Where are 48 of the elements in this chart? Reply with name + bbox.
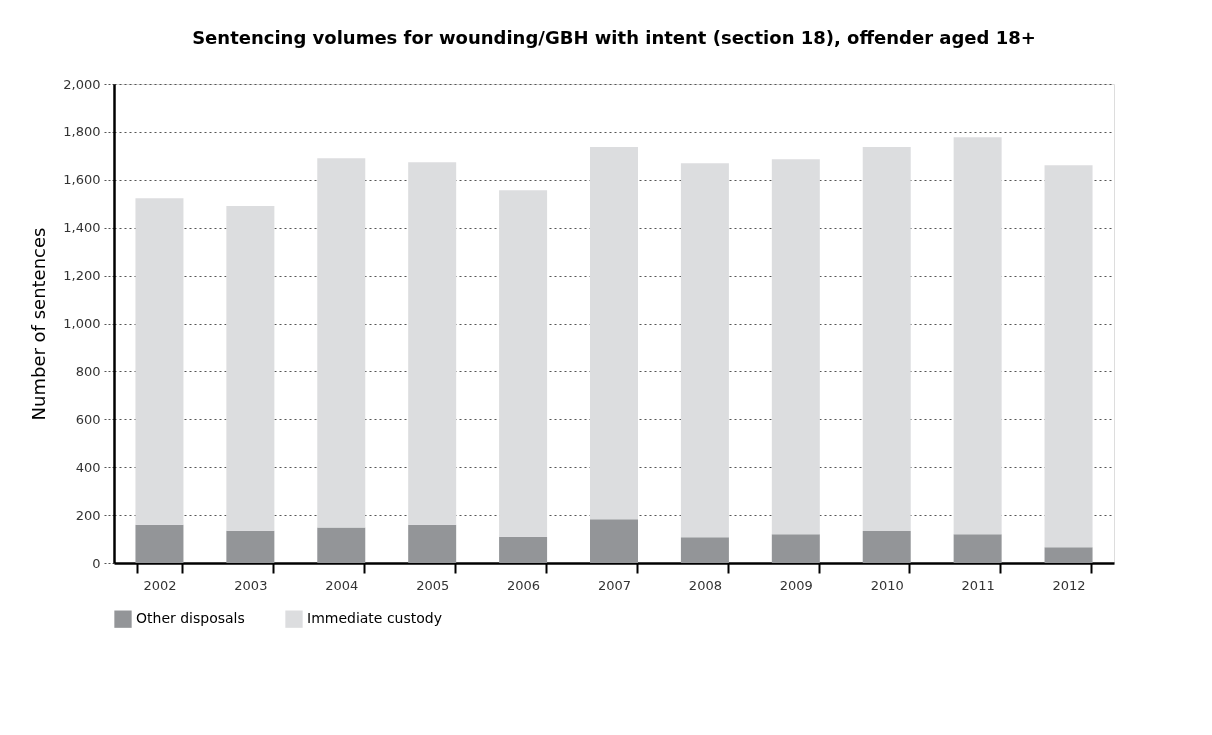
y-tick-label: 1,600: [63, 172, 101, 188]
legend-label: Other disposals: [136, 610, 245, 627]
y-tick-label: 600: [75, 411, 101, 427]
x-tick-label: 2012: [1052, 577, 1086, 593]
y-tick-label: 0: [92, 555, 101, 571]
bar: [408, 162, 457, 525]
x-tick-label: 2002: [143, 577, 177, 593]
y-tick-label: 1,800: [63, 124, 101, 140]
bar: [1044, 547, 1093, 563]
x-tick-label: 2007: [597, 577, 632, 593]
x-tick-label: 2003: [234, 577, 268, 593]
bar: [317, 158, 366, 528]
bar: [1044, 165, 1093, 548]
bar: [680, 537, 729, 563]
x-tick-label: 2010: [870, 577, 904, 593]
legend-label: Immediate custody: [307, 610, 443, 627]
x-tick-label: 2006: [507, 577, 541, 593]
bar: [590, 146, 638, 520]
bar: [862, 530, 911, 563]
x-tick-label: 2004: [325, 577, 359, 593]
bar: [226, 530, 275, 563]
y-tick-label: 1,400: [63, 220, 101, 236]
bar: [499, 190, 548, 537]
bar: [953, 137, 1002, 535]
y-tick-label: 400: [75, 459, 101, 475]
bar: [499, 536, 548, 563]
bar: [317, 527, 366, 563]
bar: [135, 198, 184, 525]
bar: [771, 534, 820, 563]
chart-title: Sentencing volumes for wounding/GBH with intent (section 18), offender aged 18+: [192, 27, 1036, 48]
x-tick-label: 2011: [961, 577, 995, 593]
y-tick-label: 200: [75, 507, 101, 523]
x-tick-label: 2009: [779, 577, 813, 593]
x-tick-label: 2008: [688, 577, 722, 593]
bar: [771, 159, 820, 535]
y-tick-label: 800: [75, 363, 101, 379]
bar: [590, 519, 638, 563]
bar: [408, 524, 457, 563]
bar: [953, 534, 1002, 563]
x-tick-label: 2005: [416, 577, 450, 593]
bar: [226, 205, 275, 531]
y-axis-title: Number of sentences: [28, 227, 50, 421]
y-tick-label: 2,000: [63, 76, 101, 92]
bar: [680, 163, 729, 538]
bar: [135, 524, 184, 563]
y-tick-label: 1,200: [63, 268, 101, 284]
bar: [862, 146, 911, 531]
y-tick-label: 1,000: [63, 316, 101, 331]
